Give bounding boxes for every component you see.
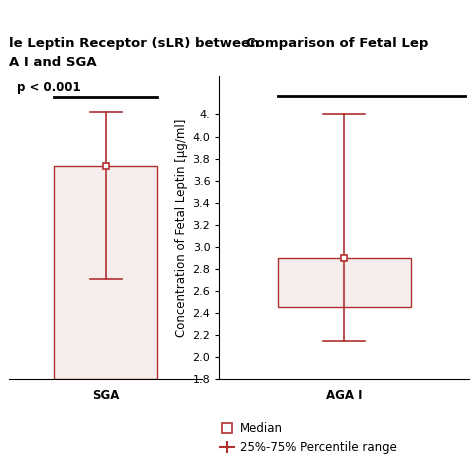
Text: le Leptin Receptor (sLR) between: le Leptin Receptor (sLR) between — [9, 37, 260, 50]
Y-axis label: Concentration of Fetal Leptin [µg/ml]: Concentration of Fetal Leptin [µg/ml] — [175, 118, 188, 337]
Bar — [278, 258, 411, 308]
Bar — [55, 166, 157, 379]
Legend: Median, 25%-75% Percentile range: Median, 25%-75% Percentile range — [215, 417, 401, 459]
Text: Comparison of Fetal Lep: Comparison of Fetal Lep — [246, 37, 429, 50]
Text: p < 0.001: p < 0.001 — [18, 81, 81, 94]
Text: A I and SGA: A I and SGA — [9, 56, 97, 69]
